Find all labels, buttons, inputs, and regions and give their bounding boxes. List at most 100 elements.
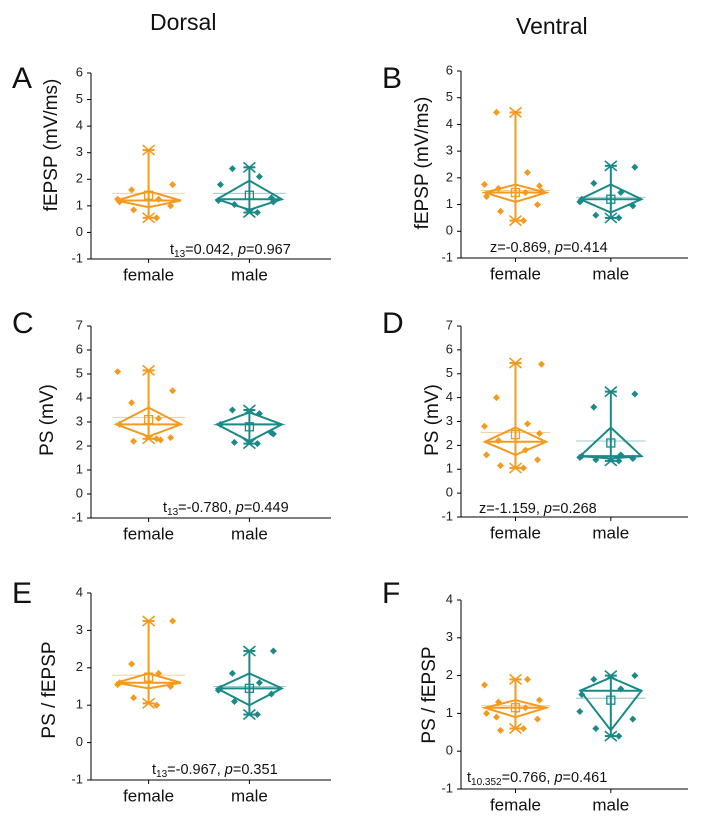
data-point bbox=[153, 214, 161, 222]
data-point bbox=[533, 715, 541, 723]
max-marker bbox=[142, 364, 156, 377]
y-tick-label: 4 bbox=[76, 389, 83, 404]
stat-p-symbol: p bbox=[543, 501, 552, 517]
y-tick-label: -1 bbox=[441, 508, 453, 523]
y-tick-label: 2 bbox=[76, 437, 83, 452]
mean-square bbox=[510, 703, 521, 713]
data-point bbox=[629, 715, 637, 723]
data-point bbox=[615, 214, 623, 222]
y-axis-label: fEPSP (mV/ms) bbox=[41, 79, 62, 212]
data-point bbox=[169, 387, 177, 395]
series-male: male bbox=[576, 160, 646, 283]
y-tick-label: 3 bbox=[446, 629, 453, 644]
stat-annotation: t13=-0.967, p=0.351 bbox=[152, 762, 278, 780]
y-tick-label: 6 bbox=[76, 341, 83, 356]
x-tick-label-female: female bbox=[123, 265, 174, 284]
y-tick-label: -1 bbox=[441, 249, 453, 264]
data-point bbox=[253, 209, 261, 216]
stat-p-symbol: p bbox=[237, 242, 246, 258]
box-diamond bbox=[113, 406, 184, 438]
stat-df: 13 bbox=[174, 249, 186, 260]
min-marker bbox=[508, 214, 522, 227]
data-point bbox=[535, 696, 543, 704]
stat-p-symbol: p bbox=[554, 240, 563, 256]
box-diamond bbox=[481, 699, 550, 719]
max-marker bbox=[142, 144, 156, 156]
data-point bbox=[629, 455, 637, 463]
x-tick-label-female: female bbox=[490, 264, 541, 283]
panel-letter: E bbox=[12, 577, 32, 610]
chart-panel-e: E PS / fEPSP -1 0 1 2 3 4 female male t13=-0.967, … bbox=[12, 577, 331, 805]
y-tick-label: 3 bbox=[76, 413, 83, 428]
y-tick-label: 3 bbox=[446, 143, 453, 158]
mean-square bbox=[143, 190, 154, 200]
panel-letter: B bbox=[382, 62, 402, 95]
x-tick-label-male: male bbox=[231, 265, 268, 284]
data-point bbox=[230, 438, 238, 446]
data-point bbox=[494, 698, 502, 706]
data-point bbox=[496, 726, 504, 734]
data-point bbox=[615, 732, 623, 740]
data-point bbox=[169, 617, 177, 625]
data-point bbox=[114, 368, 122, 376]
y-tick-label: -1 bbox=[71, 509, 83, 524]
stat-p-value: =0.351 bbox=[233, 762, 278, 778]
data-point bbox=[576, 453, 584, 461]
stat-symbol: t bbox=[152, 762, 156, 778]
data-point bbox=[615, 457, 623, 465]
column-title-dorsal: Dorsal bbox=[150, 9, 217, 35]
stat-symbol: z bbox=[490, 240, 497, 256]
box-diamond bbox=[577, 183, 644, 214]
data-point bbox=[130, 437, 138, 445]
chart-panel-d: D PS (mV) -1 0 1 2 3 4 5 6 7 female male z=-1.159, p=… bbox=[382, 307, 688, 542]
data-point bbox=[114, 681, 122, 689]
data-point bbox=[590, 179, 598, 187]
y-tick-label: 2 bbox=[76, 171, 83, 186]
y-tick-label: 4 bbox=[76, 584, 83, 599]
column-title-ventral: Ventral bbox=[516, 13, 588, 39]
stat-p-value: =0.414 bbox=[563, 240, 608, 256]
data-point bbox=[480, 181, 488, 189]
data-point bbox=[157, 436, 165, 444]
y-tick-label: 0 bbox=[446, 743, 453, 758]
data-point bbox=[480, 422, 488, 430]
data-point bbox=[523, 169, 531, 177]
stat-annotation: t13=-0.780, p=0.449 bbox=[163, 500, 289, 518]
mean-square bbox=[244, 683, 255, 694]
y-tick-label: -1 bbox=[71, 771, 83, 786]
x-tick-label-female: female bbox=[123, 524, 174, 543]
data-point bbox=[521, 189, 529, 197]
data-point bbox=[253, 440, 261, 448]
min-marker bbox=[508, 722, 522, 735]
y-tick-label: 5 bbox=[446, 89, 453, 104]
stat-symbol: t bbox=[170, 242, 174, 258]
y-tick-label: 4 bbox=[76, 118, 83, 133]
data-point bbox=[537, 187, 545, 195]
stat-p-value: =0.461 bbox=[563, 770, 608, 786]
data-point bbox=[167, 434, 175, 442]
data-point bbox=[519, 725, 527, 733]
y-tick-label: 1 bbox=[446, 705, 453, 720]
y-tick-label: 0 bbox=[446, 223, 453, 238]
data-point bbox=[480, 681, 488, 689]
data-point bbox=[535, 429, 543, 437]
data-point bbox=[128, 399, 136, 407]
data-point bbox=[216, 181, 224, 189]
data-point bbox=[523, 420, 531, 428]
x-tick-label-female: female bbox=[490, 523, 541, 542]
max-marker bbox=[508, 673, 522, 685]
y-tick-label: 1 bbox=[76, 461, 83, 476]
data-point bbox=[521, 704, 529, 712]
data-point bbox=[216, 420, 224, 428]
data-point bbox=[116, 420, 124, 428]
stat-symbol: t bbox=[163, 500, 167, 516]
stat-df: 13 bbox=[156, 769, 168, 780]
data-point bbox=[228, 406, 236, 414]
data-point bbox=[214, 197, 222, 205]
data-point bbox=[153, 701, 161, 709]
mean-square bbox=[510, 429, 521, 440]
stat-value: =0.766, bbox=[502, 770, 555, 786]
box-diamond bbox=[214, 179, 285, 211]
